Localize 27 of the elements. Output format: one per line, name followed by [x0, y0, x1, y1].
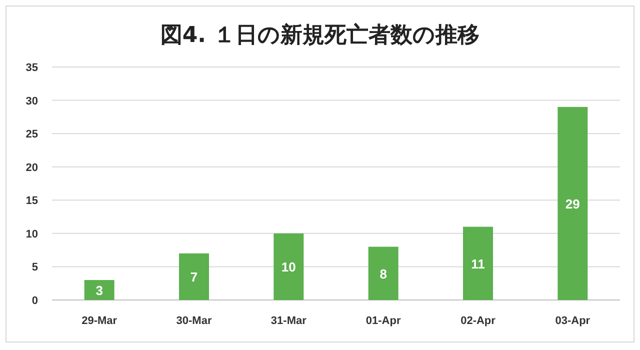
y-tick-label: 0	[32, 295, 38, 307]
chart-title: 図4. １日の新規死亡者数の推移	[160, 22, 480, 48]
x-tick-label: 29-Mar	[82, 315, 118, 327]
bar	[558, 106, 588, 300]
x-tick-label: 30-Mar	[176, 315, 212, 327]
y-tick-label: 15	[26, 195, 38, 208]
data-label: 7	[190, 270, 198, 285]
bar	[274, 233, 304, 300]
x-tick-label: 01-Apr	[366, 315, 402, 327]
data-label: 10	[281, 260, 296, 275]
y-tick-label: 20	[26, 162, 38, 174]
bar	[368, 246, 398, 300]
y-tick-label: 35	[26, 62, 38, 74]
y-tick-label: 5	[32, 262, 38, 274]
x-tick-label: 31-Mar	[270, 315, 308, 327]
data-label: 8	[380, 266, 387, 282]
data-label: 3	[96, 283, 103, 298]
y-tick-label: 10	[26, 228, 38, 240]
y-tick-label: 30	[26, 95, 38, 108]
data-label: 29	[565, 196, 580, 212]
x-tick-label: 03-Apr	[555, 315, 591, 327]
bar	[84, 280, 114, 300]
bar	[179, 253, 209, 300]
y-tick-label: 25	[26, 128, 38, 141]
bar	[463, 226, 493, 300]
x-tick-label: 02-Apr	[460, 315, 496, 327]
data-label: 11	[471, 256, 485, 272]
